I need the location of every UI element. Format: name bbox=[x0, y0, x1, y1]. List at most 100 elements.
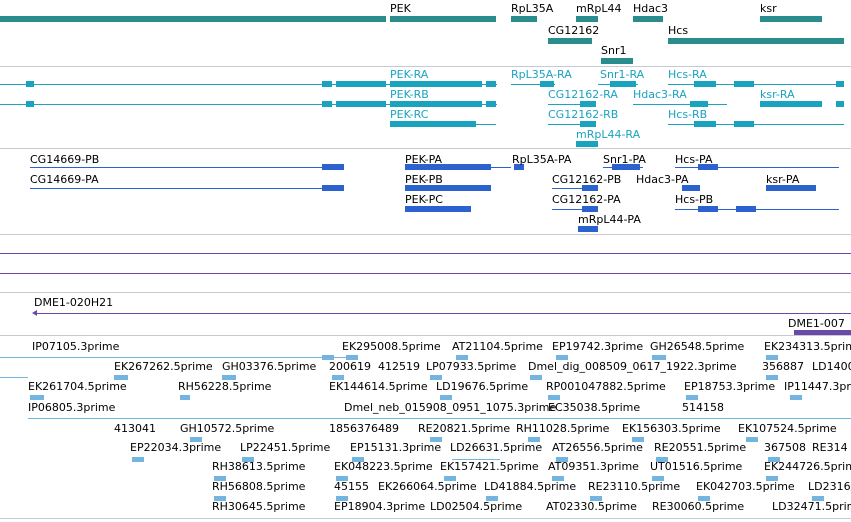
est-label[interactable]: 45155 bbox=[334, 480, 369, 493]
est-label[interactable]: EP15131.3prime bbox=[350, 441, 442, 454]
gene-bar[interactable] bbox=[0, 16, 386, 22]
est-bar[interactable] bbox=[686, 395, 698, 400]
gene-label-hcs[interactable]: Hcs bbox=[668, 24, 689, 37]
est-label[interactable]: AT21104.5prime bbox=[452, 340, 543, 353]
est-label[interactable]: 200619 bbox=[329, 360, 371, 373]
gene-label-mrpl44[interactable]: mRpL44 bbox=[576, 2, 622, 15]
est-label[interactable]: EP22034.3prime bbox=[130, 441, 222, 454]
est-label[interactable]: Dmel_dig_008509_0617_1922.3prime bbox=[528, 360, 737, 373]
transcript-line[interactable] bbox=[0, 84, 497, 85]
est-label[interactable]: RH11028.5prime bbox=[516, 422, 610, 435]
transcript-line[interactable] bbox=[552, 209, 598, 210]
est-label[interactable]: RE30060.5prime bbox=[652, 500, 745, 513]
est-bar[interactable] bbox=[214, 476, 226, 481]
est-label[interactable]: RP001047882.5prime bbox=[546, 380, 666, 393]
est-label[interactable]: LD41884.5prime bbox=[484, 480, 577, 493]
gene-label-snr1[interactable]: Snr1 bbox=[601, 44, 627, 57]
est-label[interactable]: AT02330.5prime bbox=[546, 500, 637, 513]
est-bar[interactable] bbox=[528, 437, 540, 442]
gene-bar[interactable] bbox=[633, 16, 663, 22]
transcript-label[interactable]: CG12162-RA bbox=[548, 88, 618, 101]
est-bar[interactable] bbox=[812, 496, 824, 501]
est-label[interactable]: GH10572.5prime bbox=[180, 422, 275, 435]
gene-bar[interactable] bbox=[601, 58, 633, 64]
est-bar[interactable] bbox=[222, 375, 236, 380]
transcript-label[interactable]: Hcs-RA bbox=[668, 68, 707, 81]
est-label[interactable]: LD02504.5prime bbox=[430, 500, 523, 513]
est-label[interactable]: GH26548.5prime bbox=[650, 340, 745, 353]
gene-bar[interactable] bbox=[668, 38, 844, 44]
transcript-label[interactable]: CG14669-PB bbox=[30, 153, 100, 166]
gene-label-ksr[interactable]: ksr bbox=[760, 2, 777, 15]
gene-bar[interactable] bbox=[390, 16, 496, 22]
est-bar[interactable] bbox=[766, 355, 778, 360]
est-bar[interactable] bbox=[180, 395, 190, 400]
transcript-label[interactable]: ksr-RA bbox=[760, 88, 795, 101]
est-label[interactable]: EP19742.3prime bbox=[552, 340, 644, 353]
est-label[interactable]: AT26556.5prime bbox=[552, 441, 643, 454]
est-label[interactable]: EK267262.5prime bbox=[114, 360, 213, 373]
transcript-line[interactable] bbox=[30, 167, 344, 168]
transcript-label[interactable]: PEK-RA bbox=[390, 68, 429, 81]
est-label[interactable]: IP11447.3prime bbox=[784, 380, 851, 393]
est-label[interactable]: LD26631.5prime bbox=[450, 441, 543, 454]
transcript-label[interactable]: CG12162-PA bbox=[552, 193, 621, 206]
clone-label[interactable]: DME1-020H21 bbox=[34, 296, 114, 309]
est-bar[interactable] bbox=[766, 476, 778, 481]
transcript-line[interactable] bbox=[548, 104, 596, 105]
est-label[interactable]: 356887 bbox=[762, 360, 804, 373]
est-bar[interactable] bbox=[556, 355, 568, 360]
est-bar[interactable] bbox=[656, 457, 668, 462]
est-bar[interactable] bbox=[652, 355, 666, 360]
est-label[interactable]: AT09351.3prime bbox=[548, 460, 639, 473]
est-label[interactable]: EK261704.5prime bbox=[28, 380, 127, 393]
est-bar[interactable] bbox=[352, 457, 364, 462]
est-label[interactable]: IP06805.3prime bbox=[28, 401, 116, 414]
est-label[interactable]: RH56808.5prime bbox=[212, 480, 306, 493]
est-bar[interactable] bbox=[114, 375, 128, 380]
est-label[interactable]: EK107524.5prime bbox=[738, 422, 837, 435]
est-bar[interactable] bbox=[346, 355, 358, 360]
transcript-label[interactable]: Hcs-RB bbox=[668, 108, 708, 121]
est-label[interactable]: EK144614.5prime bbox=[329, 380, 428, 393]
gene-bar[interactable] bbox=[548, 38, 592, 44]
est-bar[interactable] bbox=[556, 457, 568, 462]
est-label[interactable]: EC35038.5prime bbox=[548, 401, 641, 414]
gene-label-hdac3[interactable]: Hdac3 bbox=[633, 2, 669, 15]
est-line[interactable] bbox=[0, 377, 28, 378]
est-line[interactable] bbox=[0, 357, 346, 358]
est-bar[interactable] bbox=[430, 437, 442, 442]
transcript-label[interactable]: Hdac3-PA bbox=[636, 173, 689, 186]
est-label[interactable]: EK266064.5prime bbox=[378, 480, 477, 493]
transcript-label[interactable]: PEK-PC bbox=[405, 193, 443, 206]
est-label[interactable]: GH03376.5prime bbox=[222, 360, 317, 373]
est-bar[interactable] bbox=[332, 375, 344, 380]
est-bar[interactable] bbox=[430, 375, 442, 380]
est-label[interactable]: RE23110.5prime bbox=[588, 480, 681, 493]
transcript-line[interactable] bbox=[548, 124, 596, 125]
transcript-line[interactable] bbox=[633, 104, 727, 105]
transcript-label[interactable]: PEK-PB bbox=[405, 173, 443, 186]
transcript-label[interactable]: mRpL44-PA bbox=[578, 213, 641, 226]
transcript-line[interactable] bbox=[668, 124, 844, 125]
est-bar[interactable] bbox=[30, 395, 44, 400]
est-label[interactable]: IP07105.3prime bbox=[32, 340, 120, 353]
est-label[interactable]: RH56228.5prime bbox=[178, 380, 272, 393]
transcript-label[interactable]: mRpL44-RA bbox=[576, 128, 641, 141]
est-label[interactable]: RE20551.5prime bbox=[654, 441, 747, 454]
gene-label-cg12162[interactable]: CG12162 bbox=[548, 24, 600, 37]
est-label[interactable]: 413041 bbox=[114, 422, 156, 435]
est-line[interactable] bbox=[452, 459, 500, 460]
est-bar[interactable] bbox=[790, 395, 802, 400]
est-bar[interactable] bbox=[590, 496, 602, 501]
est-bar[interactable] bbox=[440, 395, 452, 400]
gene-bar[interactable] bbox=[576, 16, 598, 22]
est-label[interactable]: LD1400 bbox=[812, 360, 851, 373]
transcript-label[interactable]: PEK-RB bbox=[390, 88, 429, 101]
est-label[interactable]: EK244726.5prime bbox=[764, 460, 851, 473]
est-label[interactable]: EK234313.5prime bbox=[764, 340, 851, 353]
transcript-label[interactable]: ksr-PA bbox=[766, 173, 800, 186]
transcript-label[interactable]: Snr1-PA bbox=[603, 153, 646, 166]
est-bar[interactable] bbox=[486, 496, 498, 501]
est-label[interactable]: EK048223.5prime bbox=[334, 460, 433, 473]
